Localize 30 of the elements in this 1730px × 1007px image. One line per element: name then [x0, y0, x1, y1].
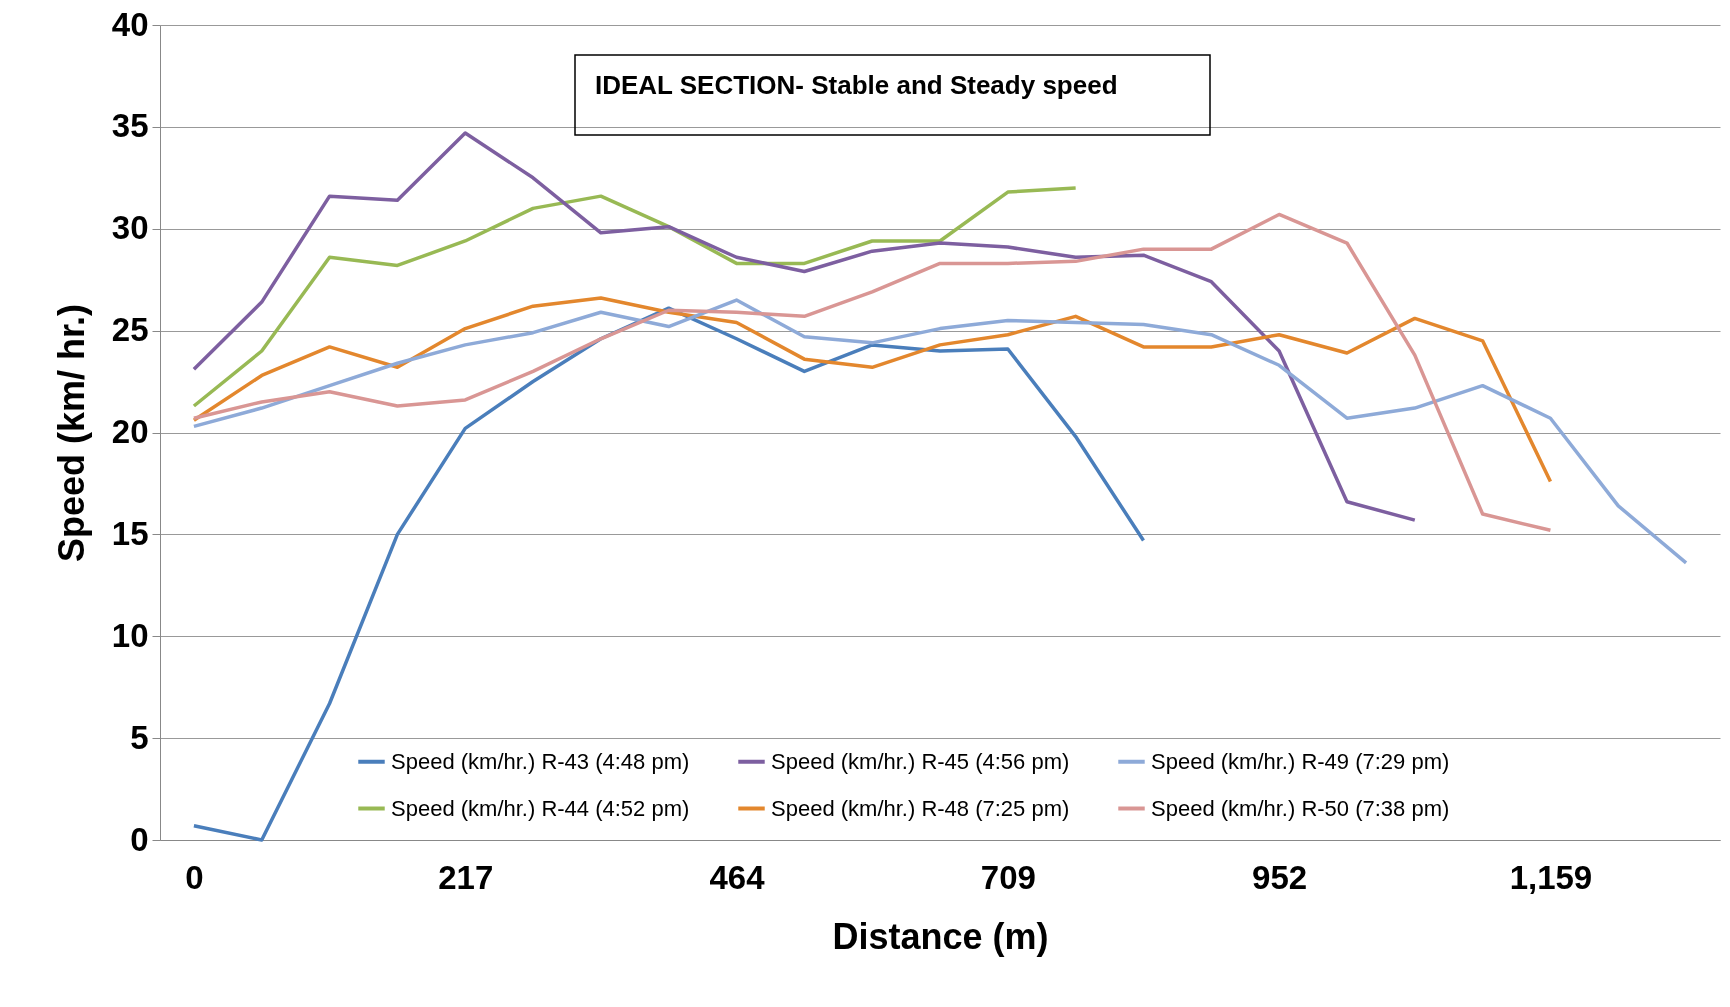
y-tick-label: 20	[111, 413, 149, 450]
y-tick-label: 40	[111, 5, 149, 43]
line-series	[192, 212, 1553, 533]
x-tick-label: 952	[1252, 858, 1308, 896]
x-tick-label: 1,159	[1509, 858, 1593, 896]
y-tick-label: 30	[111, 209, 149, 247]
line-series	[192, 186, 1078, 408]
y-tick-label: 15	[111, 514, 149, 552]
y-tick-label: 5	[130, 718, 149, 756]
y-tick-label: 35	[111, 107, 149, 145]
legend-label: Speed (km/hr.) R-44 (4:52 pm)	[391, 795, 690, 821]
line-series	[192, 296, 1553, 484]
legend-label: Speed (km/hr.) R-45 (4:56 pm)	[771, 748, 1070, 774]
legend-label: Speed (km/hr.) R-50 (7:38 pm)	[1151, 795, 1450, 821]
y-axis-title: Speed (km/ hr.)	[50, 303, 92, 563]
y-tick-label: 10	[111, 616, 149, 654]
line-series	[192, 298, 1688, 565]
y-tick-label: 0	[130, 820, 149, 858]
annotation: IDEAL SECTION- Stable and Steady speed	[595, 70, 1118, 100]
line-series	[192, 306, 1146, 842]
legend-label: Speed (km/hr.) R-48 (7:25 pm)	[771, 795, 1070, 821]
x-tick-label: 464	[709, 858, 766, 896]
x-tick-label: 0	[185, 858, 204, 896]
legend-label: Speed (km/hr.) R-43 (4:48 pm)	[391, 748, 690, 774]
x-axis-title: Distance (m)	[832, 915, 1049, 957]
y-tick-label: 25	[111, 311, 149, 349]
x-tick-label: 217	[438, 858, 494, 896]
x-tick-label: 709	[980, 858, 1036, 896]
legend-label: Speed (km/hr.) R-49 (7:29 pm)	[1151, 748, 1450, 774]
line-series	[192, 131, 1417, 522]
